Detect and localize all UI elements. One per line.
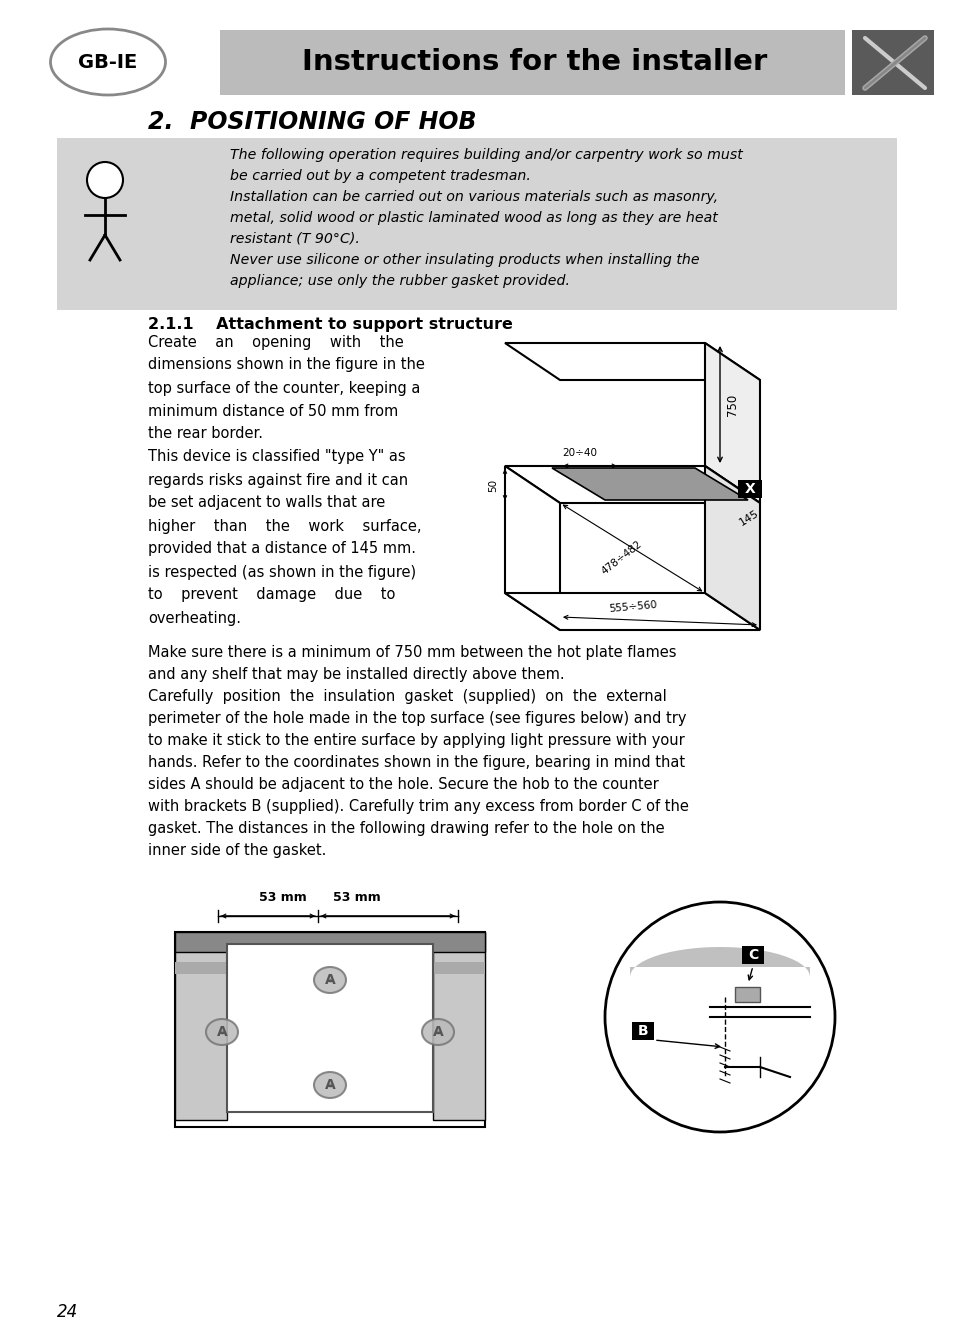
Text: C: C	[747, 949, 758, 962]
Text: 478÷482: 478÷482	[599, 540, 643, 577]
Polygon shape	[629, 947, 809, 987]
Text: to    prevent    damage    due    to: to prevent damage due to	[148, 588, 395, 603]
Bar	[433, 933, 484, 1120]
Text: A: A	[324, 973, 335, 987]
Text: A: A	[324, 1078, 335, 1092]
Text: Make sure there is a minimum of 750 mm between the hot plate flames: Make sure there is a minimum of 750 mm b…	[148, 644, 676, 660]
Ellipse shape	[421, 1019, 454, 1045]
Text: be carried out by a competent tradesman.: be carried out by a competent tradesman.	[230, 168, 530, 183]
Text: 2.  POSITIONING OF HOB: 2. POSITIONING OF HOB	[148, 110, 476, 134]
Polygon shape	[504, 466, 760, 502]
Text: provided that a distance of 145 mm.: provided that a distance of 145 mm.	[148, 541, 416, 557]
Text: regards risks against fire and it can: regards risks against fire and it can	[148, 473, 408, 488]
Text: minimum distance of 50 mm from: minimum distance of 50 mm from	[148, 403, 397, 418]
Text: metal, solid wood or plastic laminated wood as long as they are heat: metal, solid wood or plastic laminated w…	[230, 211, 717, 224]
Text: X: X	[744, 482, 755, 496]
Text: is respected (as shown in the figure): is respected (as shown in the figure)	[148, 565, 416, 580]
Polygon shape	[704, 466, 760, 631]
Ellipse shape	[206, 1019, 237, 1045]
Text: 50: 50	[488, 478, 497, 492]
Text: resistant (T 90°C).: resistant (T 90°C).	[230, 232, 359, 246]
Text: 53 mm: 53 mm	[333, 891, 380, 904]
Text: 53 mm: 53 mm	[259, 891, 307, 904]
Polygon shape	[504, 593, 760, 631]
Bar	[738, 480, 761, 498]
Text: GB-IE: GB-IE	[78, 52, 137, 72]
Text: This device is classified "type Y" as: This device is classified "type Y" as	[148, 449, 405, 465]
Text: 555÷560: 555÷560	[608, 600, 657, 615]
Text: gasket. The distances in the following drawing refer to the hole on the: gasket. The distances in the following d…	[148, 820, 664, 835]
Text: Carefully  position  the  insulation  gasket  (supplied)  on  the  external: Carefully position the insulation gasket…	[148, 688, 666, 704]
Text: with brackets B (supplied). Carefully trim any excess from border C of the: with brackets B (supplied). Carefully tr…	[148, 799, 688, 814]
Text: 750: 750	[725, 394, 739, 415]
Ellipse shape	[314, 967, 346, 993]
Circle shape	[604, 902, 834, 1132]
Circle shape	[87, 162, 123, 198]
Bar	[220, 29, 844, 95]
Bar	[174, 933, 484, 953]
Polygon shape	[704, 343, 760, 502]
Polygon shape	[504, 343, 760, 379]
Text: Instructions for the installer: Instructions for the installer	[302, 48, 767, 76]
Text: The following operation requires building and/or carpentry work so must: The following operation requires buildin…	[230, 148, 742, 162]
Bar	[734, 987, 760, 1002]
Text: hands. Refer to the coordinates shown in the figure, bearing in mind that: hands. Refer to the coordinates shown in…	[148, 755, 684, 770]
Text: A: A	[216, 1025, 227, 1039]
Text: appliance; use only the rubber gasket provided.: appliance; use only the rubber gasket pr…	[230, 274, 569, 289]
Bar	[631, 1022, 654, 1039]
Text: 2.1.1    Attachment to support structure: 2.1.1 Attachment to support structure	[148, 317, 513, 331]
Text: to make it stick to the entire surface by applying light pressure with your: to make it stick to the entire surface b…	[148, 732, 684, 748]
Text: Never use silicone or other insulating products when installing the: Never use silicone or other insulating p…	[230, 253, 699, 267]
Polygon shape	[552, 468, 747, 500]
Text: be set adjacent to walls that are: be set adjacent to walls that are	[148, 496, 385, 510]
Text: dimensions shown in the figure in the: dimensions shown in the figure in the	[148, 358, 424, 373]
Polygon shape	[504, 466, 559, 631]
Text: B: B	[637, 1023, 648, 1038]
Text: perimeter of the hole made in the top surface (see figures below) and try: perimeter of the hole made in the top su…	[148, 711, 686, 725]
Text: A: A	[432, 1025, 443, 1039]
Text: Create    an    opening    with    the: Create an opening with the	[148, 334, 403, 350]
Text: 145: 145	[738, 508, 760, 528]
Text: Installation can be carried out on various materials such as masonry,: Installation can be carried out on vario…	[230, 190, 718, 204]
Bar	[851, 29, 933, 95]
Ellipse shape	[51, 29, 165, 95]
Text: and any shelf that may be installed directly above them.: and any shelf that may be installed dire…	[148, 667, 564, 681]
Bar	[741, 946, 763, 965]
Text: 24: 24	[57, 1303, 78, 1321]
Ellipse shape	[314, 1071, 346, 1098]
Text: higher    than    the    work    surface,: higher than the work surface,	[148, 518, 421, 533]
Text: top surface of the counter, keeping a: top surface of the counter, keeping a	[148, 381, 420, 395]
Text: 20÷40: 20÷40	[561, 448, 597, 458]
Bar	[57, 138, 896, 310]
Bar	[174, 933, 227, 1120]
Text: inner side of the gasket.: inner side of the gasket.	[148, 843, 326, 858]
Bar	[174, 962, 484, 974]
Bar	[227, 945, 433, 1112]
Text: sides A should be adjacent to the hole. Secure the hob to the counter: sides A should be adjacent to the hole. …	[148, 776, 659, 791]
Text: the rear border.: the rear border.	[148, 426, 263, 441]
Text: overheating.: overheating.	[148, 611, 241, 625]
Bar	[174, 933, 484, 1128]
